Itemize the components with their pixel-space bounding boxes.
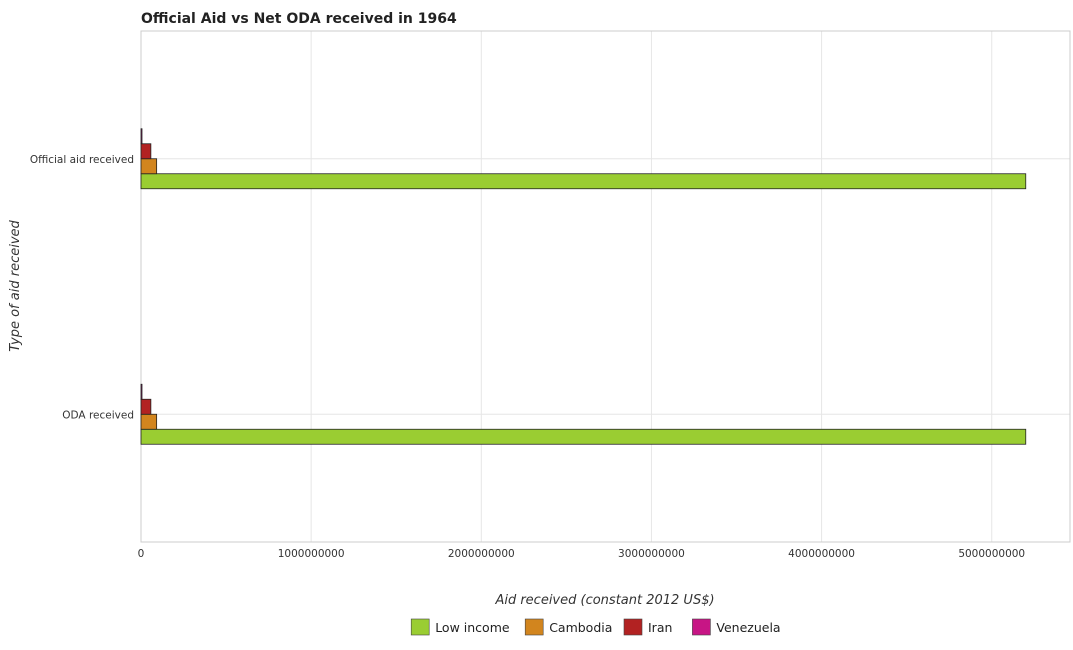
legend-swatch bbox=[410, 618, 430, 636]
legend-label: Low income bbox=[435, 620, 510, 635]
bar-low-income bbox=[140, 173, 1027, 190]
bar-iran bbox=[140, 398, 152, 415]
legend: Low income Cambodia Iran Venezuela bbox=[410, 618, 781, 636]
legend-label: Venezuela bbox=[716, 620, 780, 635]
x-tick-label: 5000000000 bbox=[958, 548, 1025, 560]
legend-item: Low income bbox=[410, 618, 510, 636]
y-axis-label: Type of aid received bbox=[8, 219, 23, 351]
bar-venezuela bbox=[140, 128, 143, 145]
bar-cambodia bbox=[140, 158, 158, 175]
legend-label: Cambodia bbox=[549, 620, 612, 635]
legend-label: Iran bbox=[648, 620, 672, 635]
x-tick-labels: 0 1000000000 2000000000 3000000000 400000000… bbox=[138, 548, 1025, 560]
y-tick-labels: Official aid received ODA received bbox=[30, 154, 134, 422]
legend-swatch bbox=[524, 618, 544, 636]
bar-iran bbox=[140, 143, 152, 160]
plot-frame bbox=[140, 30, 1071, 543]
legend-swatch bbox=[623, 618, 643, 636]
chart-title: Official Aid vs Net ODA received in 1964 bbox=[141, 11, 457, 27]
bar-cambodia bbox=[140, 413, 158, 430]
legend-item: Iran bbox=[623, 618, 672, 636]
bar-low-income bbox=[140, 428, 1027, 445]
x-tick-label: 4000000000 bbox=[788, 548, 855, 560]
legend-item: Venezuela bbox=[692, 618, 781, 636]
x-tick-label: 3000000000 bbox=[618, 548, 685, 560]
legend-swatch bbox=[692, 618, 711, 636]
bar-venezuela bbox=[140, 383, 143, 400]
y-tick-label: Official aid received bbox=[30, 154, 134, 166]
x-tick-label: 0 bbox=[138, 548, 145, 560]
x-axis-label: Aid received (constant 2012 US$) bbox=[494, 593, 714, 608]
x-tick-label: 1000000000 bbox=[278, 548, 345, 560]
x-tick-label: 2000000000 bbox=[448, 548, 515, 560]
bars bbox=[140, 128, 1027, 445]
grid bbox=[140, 31, 1070, 542]
y-tick-label: ODA received bbox=[62, 409, 134, 421]
legend-item: Cambodia bbox=[524, 618, 612, 636]
